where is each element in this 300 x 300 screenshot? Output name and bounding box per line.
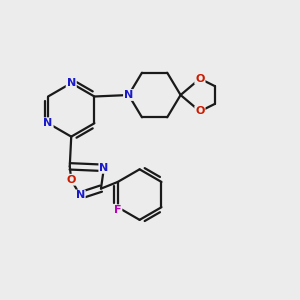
Text: O: O <box>195 106 205 116</box>
Text: F: F <box>114 205 122 215</box>
Text: O: O <box>195 74 205 84</box>
Text: N: N <box>67 78 76 88</box>
Text: N: N <box>76 190 85 200</box>
Text: N: N <box>44 118 53 128</box>
Text: N: N <box>124 90 133 100</box>
Text: N: N <box>99 163 109 173</box>
Text: O: O <box>67 175 76 185</box>
